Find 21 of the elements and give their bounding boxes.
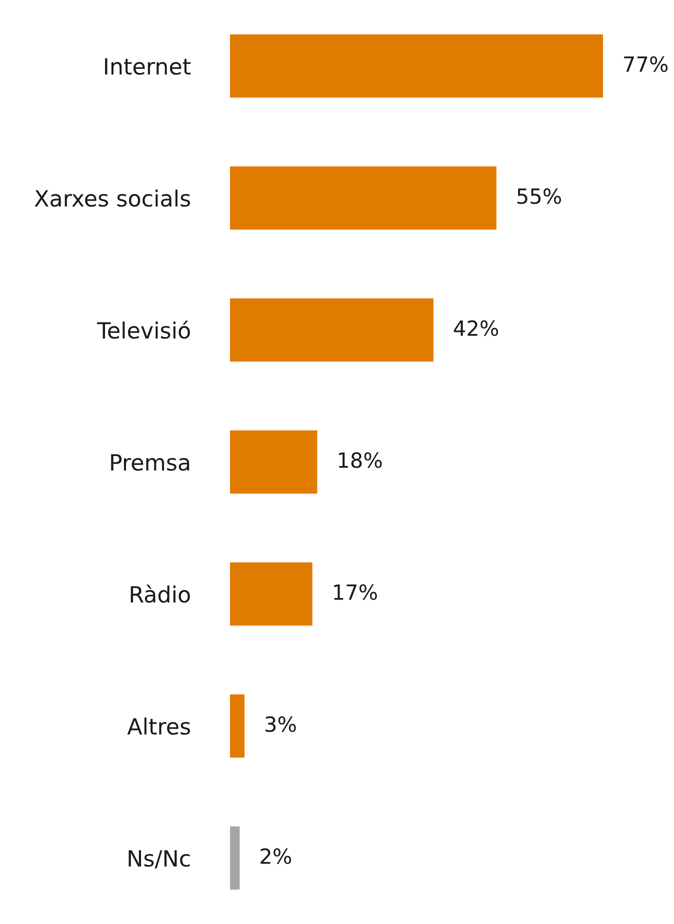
data-label: 42%	[454, 320, 498, 336]
bar	[230, 694, 245, 758]
bar	[230, 298, 434, 362]
data-label: 77%	[624, 56, 668, 72]
y-tick-label: Ràdio	[130, 584, 190, 603]
bar	[230, 430, 318, 494]
bar	[230, 826, 240, 890]
data-label: 18%	[338, 452, 382, 468]
data-label: 3%	[266, 716, 296, 732]
y-tick-label: Premsa	[111, 454, 190, 471]
data-label: 55%	[517, 188, 562, 204]
y-tick-label: Internet	[105, 58, 191, 75]
y-tick-label: Ns/Nc	[128, 850, 190, 869]
bar	[230, 166, 496, 230]
y-tick-label: Altres	[127, 718, 190, 735]
data-label: 17%	[334, 584, 377, 600]
bar	[230, 34, 603, 98]
y-tick-label: Xarxes socials	[34, 190, 190, 207]
data-label: 2%	[260, 848, 292, 864]
y-tick-label: Televisió	[97, 320, 190, 339]
bar	[230, 562, 312, 626]
